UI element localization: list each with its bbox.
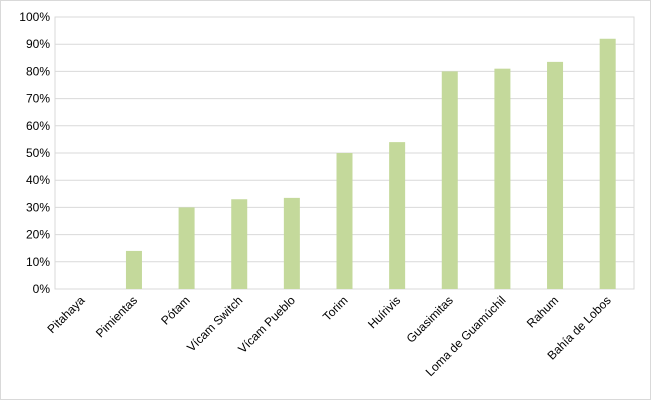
y-tick-label: 20% <box>26 228 50 242</box>
y-tick-label: 60% <box>26 119 50 133</box>
bar <box>178 207 195 289</box>
bar <box>599 38 616 290</box>
bar <box>441 71 458 290</box>
y-tick-label: 30% <box>26 200 50 214</box>
bar <box>336 153 353 289</box>
bar <box>125 250 142 289</box>
y-tick-label: 100% <box>19 10 50 24</box>
bar <box>283 197 300 289</box>
y-tick-label: 40% <box>26 173 50 187</box>
y-tick-label: 50% <box>26 146 50 160</box>
bar <box>547 61 564 289</box>
y-tick-label: 10% <box>26 255 50 269</box>
bar <box>494 68 511 290</box>
bar <box>389 142 406 289</box>
y-tick-label: 90% <box>26 37 50 51</box>
y-tick-label: 70% <box>26 92 50 106</box>
y-tick-label: 0% <box>33 282 51 296</box>
bar <box>231 199 248 289</box>
y-tick-label: 80% <box>26 64 50 78</box>
